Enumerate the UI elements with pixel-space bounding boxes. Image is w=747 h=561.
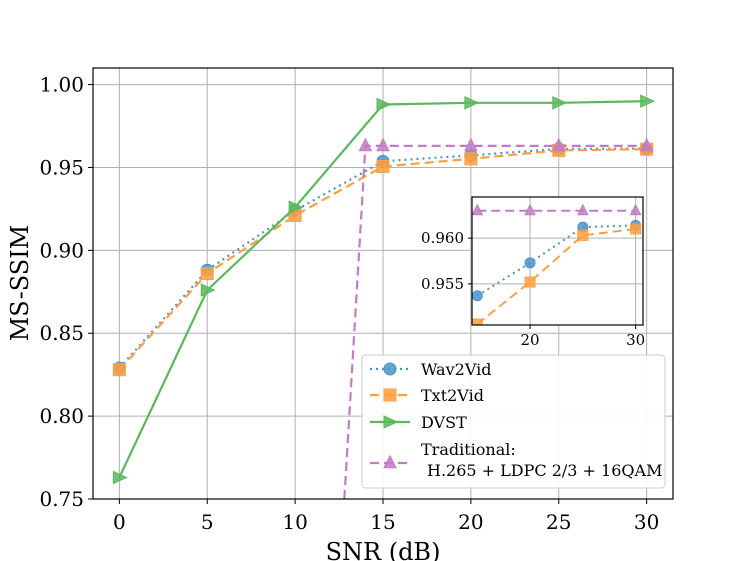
- legend-label-traditional-line1: Traditional:: [421, 440, 516, 459]
- x-tick-label: 5: [201, 510, 214, 534]
- y-tick-label: 0.95: [39, 155, 84, 179]
- inset-txt2vid-marker: [472, 318, 483, 325]
- y-tick-label: 0.85: [39, 321, 84, 345]
- txt2vid-marker: [200, 267, 214, 281]
- legend: Wav2Vid Txt2Vid DVST Traditional: H.265 …: [361, 354, 666, 489]
- dvst-marker: [288, 200, 304, 215]
- legend-sample-marker: [383, 415, 399, 429]
- inset-txt2vid-line: [476, 228, 636, 325]
- dvst-marker: [552, 96, 568, 110]
- txt2vid-marker: [376, 159, 390, 173]
- main-series-group: [112, 94, 656, 500]
- traditional-marker: [639, 137, 654, 152]
- inset-series-clip: [472, 203, 642, 325]
- main-tick-labels: 0 5 10 15 20 25 30 0.75 0.80 0.85 0.90 0.95 1.00: [39, 73, 659, 534]
- x-tick-label: 30: [634, 510, 659, 534]
- inset-wav2vid-marker: [472, 290, 483, 302]
- x-tick-label: 25: [546, 510, 571, 534]
- traditional-marker: [358, 137, 373, 152]
- dvst-marker: [376, 97, 392, 112]
- dvst-marker: [464, 96, 480, 110]
- inset-traditional-marker: [524, 203, 536, 216]
- inset-traditional-marker: [629, 203, 642, 216]
- legend-label-txt2vid: Txt2Vid: [421, 386, 484, 405]
- legend-sample-marker: [383, 388, 397, 402]
- inset-frame: [471, 196, 644, 326]
- y-tick-label: 1.00: [39, 73, 84, 97]
- x-tick-label: 10: [282, 510, 307, 534]
- inset-x-tick-label: 30: [626, 331, 645, 349]
- legend-label-traditional-line2: H.265 + LDPC 2/3 + 16QAM: [427, 461, 662, 480]
- y-axis-title: MS-SSIM: [6, 225, 34, 342]
- inset-txt2vid-marker: [630, 223, 642, 235]
- txt2vid-marker: [464, 152, 478, 166]
- x-tick-label: 0: [113, 510, 126, 534]
- dvst-marker: [112, 470, 128, 485]
- traditional-marker: [376, 137, 390, 152]
- txt2vid-marker: [112, 363, 126, 377]
- inset-txt2vid-marker: [577, 229, 589, 241]
- legend-label-dvst: DVST: [421, 413, 467, 432]
- y-tick-label: 0.80: [39, 404, 84, 428]
- dvst-marker: [200, 283, 216, 297]
- legend-label-wav2vid: Wav2Vid: [421, 360, 491, 379]
- legend-samples: [370, 362, 410, 469]
- inset-tick-labels: 20 30 0.955 0.960: [421, 229, 645, 349]
- x-tick-label: 15: [370, 510, 395, 534]
- dvst-marker: [640, 94, 656, 108]
- inset-wav2vid-line: [476, 224, 636, 297]
- traditional-line: [343, 144, 647, 500]
- y-tick-label: 0.90: [39, 238, 84, 262]
- inset-traditional-marker: [472, 203, 484, 216]
- y-tick-label: 0.75: [39, 487, 84, 511]
- traditional-marker: [551, 137, 566, 152]
- inset-txt2vid-marker: [524, 276, 536, 288]
- inset-x-tick-label: 20: [521, 331, 540, 349]
- x-tick-label: 20: [458, 510, 483, 534]
- x-axis-title: SNR (dB): [326, 538, 441, 561]
- traditional-marker: [464, 137, 478, 152]
- inset-wav2vid-marker: [524, 257, 536, 269]
- inset-traditional-marker: [577, 203, 589, 216]
- legend-sample-marker: [383, 362, 397, 376]
- inset-y-tick-label: 0.955: [421, 275, 464, 293]
- inset-y-tick-label: 0.960: [421, 229, 464, 247]
- inset-series-group: [472, 203, 642, 325]
- legend-box: [361, 354, 666, 489]
- legend-sample-marker: [383, 454, 397, 469]
- inset-background: [472, 197, 643, 325]
